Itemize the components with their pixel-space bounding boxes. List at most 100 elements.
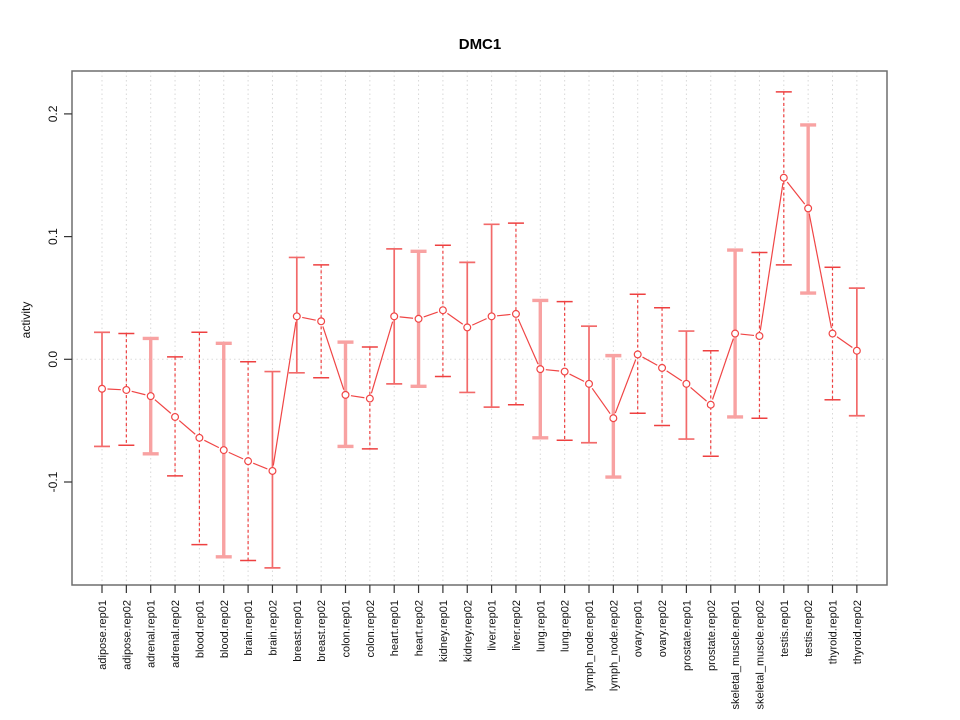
- data-point: [682, 379, 691, 388]
- chart-title: DMC1: [458, 36, 502, 53]
- series-line-segment: [569, 373, 585, 382]
- series-line-segment: [614, 359, 637, 414]
- series-line-segment: [447, 312, 464, 325]
- series-line-segment: [272, 321, 297, 466]
- x-axis-label: heart.rep01: [389, 600, 401, 656]
- x-axis-label: lung.rep01: [535, 600, 547, 652]
- data-point: [609, 414, 618, 423]
- y-axis-tick-label: 0.1: [46, 228, 60, 245]
- data-point: [463, 323, 472, 332]
- series-line-segment: [154, 399, 172, 414]
- x-axis-label: testis.rep02: [803, 600, 815, 657]
- data-point: [536, 365, 545, 374]
- x-axis-label: colon.rep01: [341, 600, 353, 658]
- series-line-segment: [399, 316, 414, 319]
- data-point: [755, 331, 764, 340]
- x-axis-label: adrenal.rep02: [170, 600, 182, 668]
- data-point: [414, 314, 423, 323]
- data-point: [852, 346, 861, 355]
- data-point: [171, 412, 180, 421]
- series-line-segment: [591, 387, 611, 415]
- data-point: [438, 306, 447, 315]
- data-point: [244, 457, 253, 466]
- series-line-segment: [423, 311, 438, 318]
- data-point: [365, 394, 374, 403]
- data-point: [828, 329, 837, 338]
- series-line-segment: [740, 333, 755, 337]
- series-line-segment: [545, 369, 560, 372]
- data-point: [219, 446, 228, 455]
- x-axis-label: colon.rep02: [365, 600, 377, 658]
- x-axis-label: prostate.rep02: [706, 600, 718, 671]
- y-axis-title: activity: [19, 302, 33, 339]
- x-axis-label: ovary.rep01: [633, 600, 645, 657]
- data-point: [195, 433, 204, 442]
- data-point: [658, 363, 667, 372]
- series-line-segment: [759, 183, 784, 331]
- data-point: [122, 385, 131, 394]
- data-point: [317, 317, 326, 326]
- x-axis-label: breast.rep01: [292, 600, 304, 662]
- series-line-segment: [131, 390, 146, 396]
- series-line-segment: [472, 318, 487, 326]
- x-axis-label: adipose.rep01: [97, 600, 109, 670]
- series-line-segment: [666, 370, 683, 382]
- series-line-segment: [711, 338, 734, 400]
- series-line-segment: [178, 420, 196, 435]
- x-axis-label: liver.rep02: [511, 600, 523, 651]
- data-point: [146, 392, 155, 401]
- x-axis-label: adipose.rep02: [121, 600, 133, 670]
- data-point: [341, 390, 350, 399]
- x-axis-label: blood.rep02: [219, 600, 231, 658]
- x-axis-label: brain.rep02: [267, 600, 279, 656]
- series-line-segment: [252, 462, 268, 470]
- data-point: [560, 367, 569, 376]
- data-point: [633, 350, 642, 359]
- x-axis-label: lymph_node.rep01: [584, 600, 596, 691]
- x-axis-label: testis.rep01: [779, 600, 791, 657]
- series-line-segment: [808, 213, 833, 329]
- y-axis-tick-label: 0.2: [46, 105, 60, 122]
- series-line-segment: [370, 321, 394, 394]
- y-axis-tick-label: -0.1: [46, 471, 60, 492]
- x-axis-label: lung.rep02: [560, 600, 572, 652]
- x-axis-label: blood.rep01: [194, 600, 206, 658]
- data-point: [292, 312, 301, 321]
- series-line-segment: [322, 326, 345, 390]
- data-point: [584, 379, 593, 388]
- series-line-segment: [642, 356, 658, 366]
- x-axis-label: thyroid.rep02: [852, 600, 864, 664]
- x-axis-label: heart.rep02: [414, 600, 426, 656]
- series-line-segment: [517, 318, 539, 365]
- series-line-segment: [690, 386, 707, 402]
- series-line-segment: [836, 336, 853, 349]
- x-axis-label: skeletal_muscle.rep02: [754, 600, 766, 709]
- series-line-segment: [497, 313, 511, 317]
- series-line-segment: [350, 395, 365, 399]
- x-axis-label: prostate.rep01: [681, 600, 693, 671]
- x-axis-label: kidney.rep01: [438, 600, 450, 662]
- x-axis-label: adrenal.rep01: [146, 600, 158, 668]
- data-point: [804, 204, 813, 213]
- series-line-segment: [302, 316, 316, 321]
- x-axis-label: ovary.rep02: [657, 600, 669, 657]
- data-point: [511, 309, 520, 318]
- data-point: [779, 173, 788, 182]
- data-point: [268, 466, 277, 475]
- x-axis-label: thyroid.rep01: [828, 600, 840, 664]
- series-line-segment: [107, 388, 121, 391]
- x-axis-label: liver.rep01: [487, 600, 499, 651]
- series-line-segment: [228, 451, 244, 460]
- x-axis-label: lymph_node.rep02: [608, 600, 620, 691]
- series-line-segment: [204, 439, 220, 449]
- y-axis-tick-label: 0.0: [46, 351, 60, 368]
- x-axis-label: kidney.rep02: [462, 600, 474, 662]
- x-axis-label: skeletal_muscle.rep01: [730, 600, 742, 709]
- plot-border: [71, 70, 888, 586]
- x-axis-label: breast.rep02: [316, 600, 328, 662]
- data-point: [487, 312, 496, 321]
- data-point: [390, 312, 399, 321]
- data-point: [731, 329, 740, 338]
